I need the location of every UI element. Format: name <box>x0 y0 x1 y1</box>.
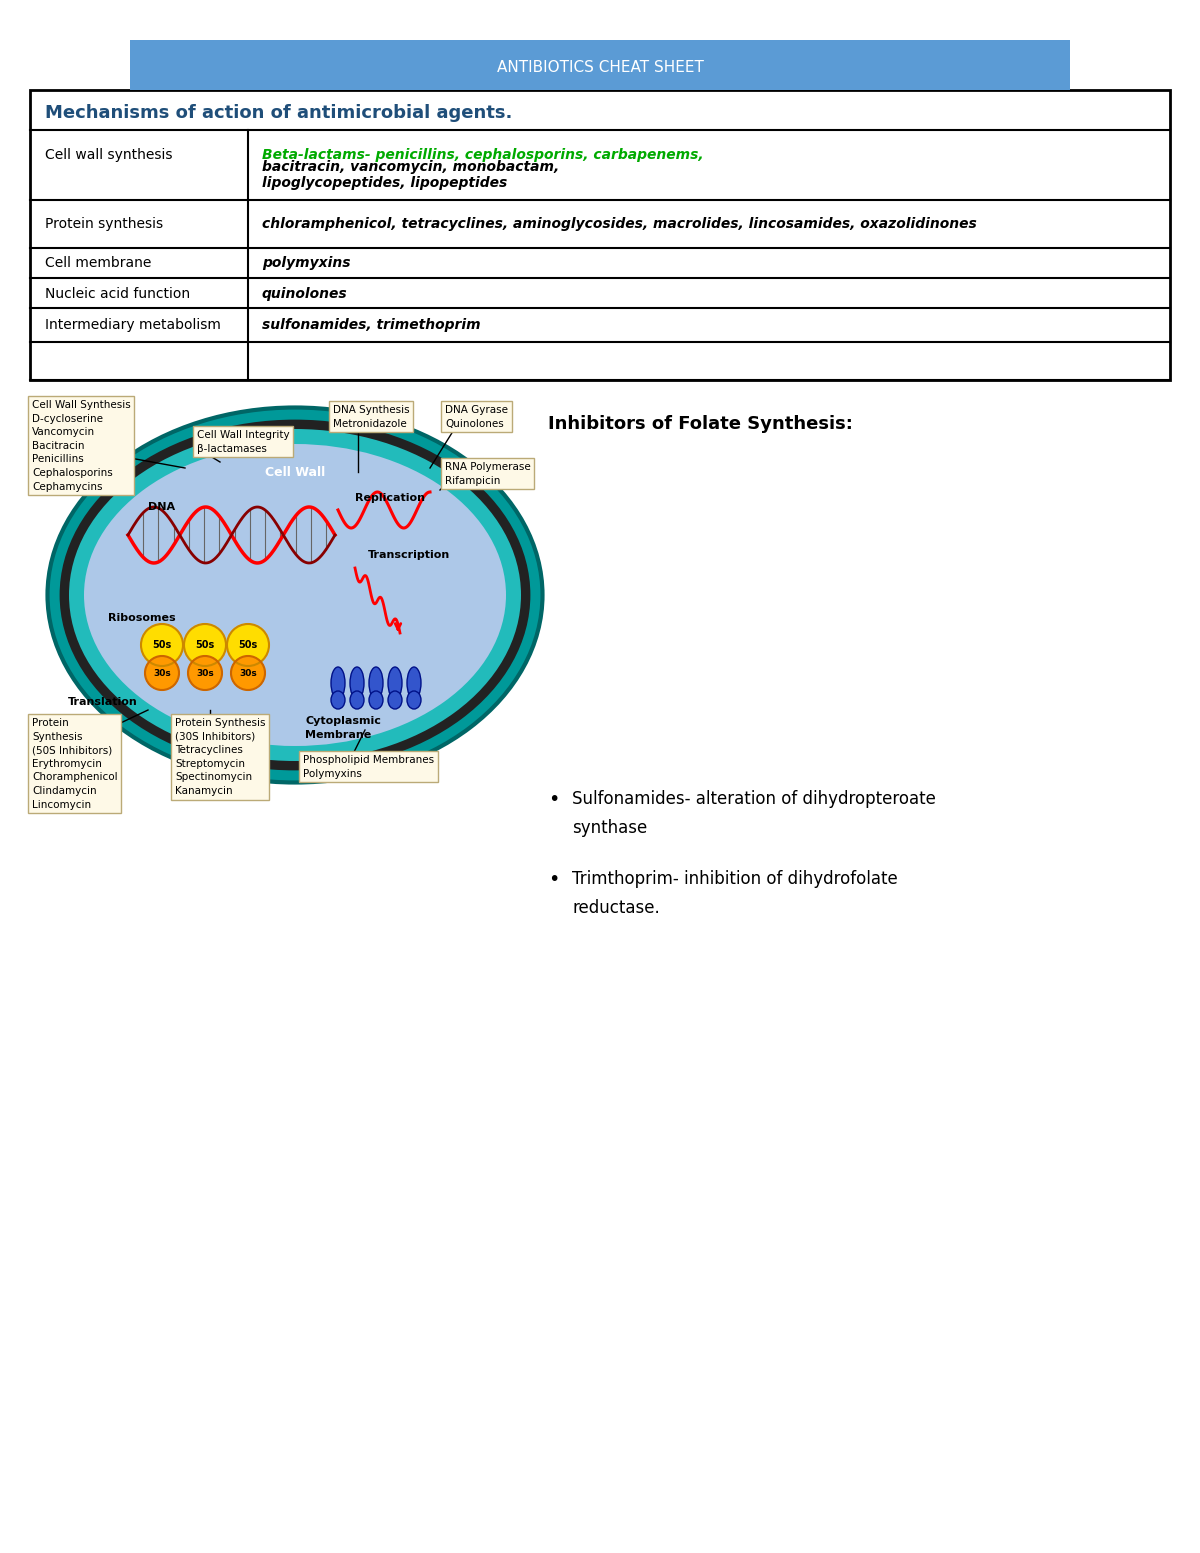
Text: Cell membrane: Cell membrane <box>46 256 151 270</box>
Text: Translation: Translation <box>68 697 138 707</box>
Text: 30s: 30s <box>154 668 170 677</box>
Circle shape <box>142 624 182 666</box>
Text: Ribosomes: Ribosomes <box>108 613 175 623</box>
Text: 30s: 30s <box>239 668 257 677</box>
Ellipse shape <box>70 429 521 761</box>
Ellipse shape <box>350 691 364 710</box>
Text: 50s: 50s <box>196 640 215 651</box>
FancyBboxPatch shape <box>130 40 1070 90</box>
Text: Replication: Replication <box>355 492 425 503</box>
Ellipse shape <box>48 407 542 783</box>
Ellipse shape <box>407 666 421 699</box>
Text: •: • <box>548 870 559 888</box>
Text: Cytoplasmic
Membrane: Cytoplasmic Membrane <box>305 716 380 739</box>
Text: Sulfonamides- alteration of dihydropteroate
synthase: Sulfonamides- alteration of dihydroptero… <box>572 790 936 837</box>
Ellipse shape <box>331 691 346 710</box>
Text: Protein
Synthesis
(50S Inhibitors)
Erythromycin
Choramphenicol
Clindamycin
Linco: Protein Synthesis (50S Inhibitors) Eryth… <box>32 717 118 809</box>
Text: Trimthoprim- inhibition of dihydrofolate
reductase.: Trimthoprim- inhibition of dihydrofolate… <box>572 870 898 918</box>
Text: 50s: 50s <box>239 640 258 651</box>
Ellipse shape <box>84 444 506 745</box>
Text: polymyxins: polymyxins <box>262 256 350 270</box>
Ellipse shape <box>331 666 346 699</box>
Text: RNA Polymerase
Rifampicin: RNA Polymerase Rifampicin <box>445 461 530 486</box>
Text: Inhibitors of Folate Synthesis:: Inhibitors of Folate Synthesis: <box>548 415 853 433</box>
Text: Protein Synthesis
(30S Inhibitors)
Tetracyclines
Streptomycin
Spectinomycin
Kana: Protein Synthesis (30S Inhibitors) Tetra… <box>175 717 265 797</box>
Text: Intermediary metabolism: Intermediary metabolism <box>46 318 221 332</box>
Text: 50s: 50s <box>152 640 172 651</box>
Text: •: • <box>548 790 559 809</box>
Circle shape <box>230 655 265 690</box>
Text: DNA Synthesis
Metronidazole: DNA Synthesis Metronidazole <box>334 405 409 429</box>
Text: Phospholipid Membranes
Polymyxins: Phospholipid Membranes Polymyxins <box>302 755 434 778</box>
Ellipse shape <box>370 691 383 710</box>
Ellipse shape <box>350 666 364 699</box>
Text: Cell Wall: Cell Wall <box>265 466 325 478</box>
Circle shape <box>145 655 179 690</box>
Text: Cell Wall Synthesis
D-cycloserine
Vancomycin
Bacitracin
Penicillins
Cephalospori: Cell Wall Synthesis D-cycloserine Vancom… <box>32 401 131 492</box>
Text: Mechanisms of action of antimicrobial agents.: Mechanisms of action of antimicrobial ag… <box>46 104 512 123</box>
Text: ANTIBIOTICS CHEAT SHEET: ANTIBIOTICS CHEAT SHEET <box>497 59 703 75</box>
Circle shape <box>184 624 226 666</box>
Text: Protein synthesis: Protein synthesis <box>46 217 163 231</box>
Text: Transcription: Transcription <box>368 550 450 561</box>
Ellipse shape <box>407 691 421 710</box>
Text: 30s: 30s <box>196 668 214 677</box>
FancyBboxPatch shape <box>30 90 1170 380</box>
Text: Beta-lactams- penicillins, cephalosporins, carbapenems,: Beta-lactams- penicillins, cephalosporin… <box>262 148 703 162</box>
Text: DNA: DNA <box>148 502 175 512</box>
Text: chloramphenicol, tetracyclines, aminoglycosides, macrolides, lincosamides, oxazo: chloramphenicol, tetracyclines, aminogly… <box>262 217 977 231</box>
Ellipse shape <box>388 691 402 710</box>
Ellipse shape <box>388 666 402 699</box>
Text: sulfonamides, trimethoprim: sulfonamides, trimethoprim <box>262 318 481 332</box>
Circle shape <box>188 655 222 690</box>
Circle shape <box>227 624 269 666</box>
Text: bacitracin, vancomycin, monobactam,
lipoglycopeptides, lipopeptides: bacitracin, vancomycin, monobactam, lipo… <box>262 160 559 189</box>
Text: quinolones: quinolones <box>262 287 348 301</box>
Text: Nucleic acid function: Nucleic acid function <box>46 287 190 301</box>
Text: Cell wall synthesis: Cell wall synthesis <box>46 148 173 162</box>
Ellipse shape <box>61 421 529 769</box>
Text: DNA Gyrase
Quinolones: DNA Gyrase Quinolones <box>445 405 508 429</box>
Text: Cell Wall Integrity
β-lactamases: Cell Wall Integrity β-lactamases <box>197 430 289 453</box>
Ellipse shape <box>370 666 383 699</box>
